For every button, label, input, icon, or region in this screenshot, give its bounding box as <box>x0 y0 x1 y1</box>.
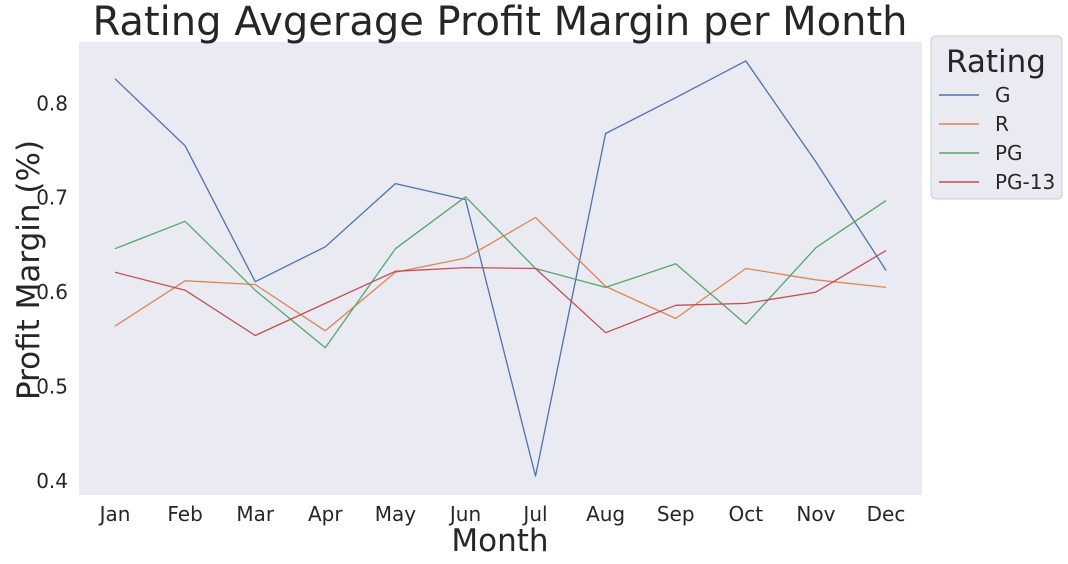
legend-items: GR PG PG-13 <box>939 83 1055 194</box>
x-tick-label-feb: Feb <box>167 502 202 526</box>
series-layer <box>114 60 887 477</box>
legend-title: Rating <box>946 44 1046 80</box>
x-tick-label-sep: Sep <box>657 502 695 526</box>
series-line-r <box>114 216 887 332</box>
x-tick-label-apr: Apr <box>308 502 343 526</box>
legend-box <box>930 35 1063 200</box>
x-axis-label: Month <box>451 523 548 559</box>
y-tick-label-0-4: 0.4 <box>36 469 68 493</box>
legend-label-pg: PG <box>995 141 1023 165</box>
legend: Rating GR PG PG-13 <box>930 35 1063 200</box>
chart-title: Rating Avgerage Profit Margin per Month <box>93 0 908 45</box>
legend-label-g: G <box>995 83 1011 107</box>
legend-label-r: R <box>995 112 1009 136</box>
legend-label-pg-13: PG-13 <box>995 170 1055 194</box>
x-tick-labels: Jan Feb Mar Apr May Jun Jul Aug Sep Oct Nov Dec <box>98 502 906 526</box>
x-tick-label-jan: Jan <box>98 502 131 526</box>
series-line-pg <box>114 196 887 349</box>
y-tick-label-0-5: 0.5 <box>36 375 68 399</box>
y-tick-label-0-7: 0.7 <box>36 186 68 210</box>
x-tick-label-nov: Nov <box>796 502 835 526</box>
y-tick-label-0-6: 0.6 <box>36 280 68 304</box>
y-tick-labels: 0.4 0.5 0.6 0.7 0.8 <box>36 91 68 493</box>
series-line-pg-13 <box>114 250 887 337</box>
x-tick-label-mar: Mar <box>236 502 275 526</box>
x-tick-label-oct: Oct <box>729 502 764 526</box>
x-tick-label-jul: Jul <box>521 502 547 526</box>
y-tick-label-0-8: 0.8 <box>36 91 68 115</box>
x-tick-label-may: May <box>375 502 417 526</box>
y-axis-label: Profit Margin (%) <box>11 140 47 400</box>
x-tick-label-jun: Jun <box>448 502 481 526</box>
x-tick-label-aug: Aug <box>586 502 625 526</box>
x-tick-label-dec: Dec <box>867 502 906 526</box>
series-line-g <box>114 60 887 477</box>
